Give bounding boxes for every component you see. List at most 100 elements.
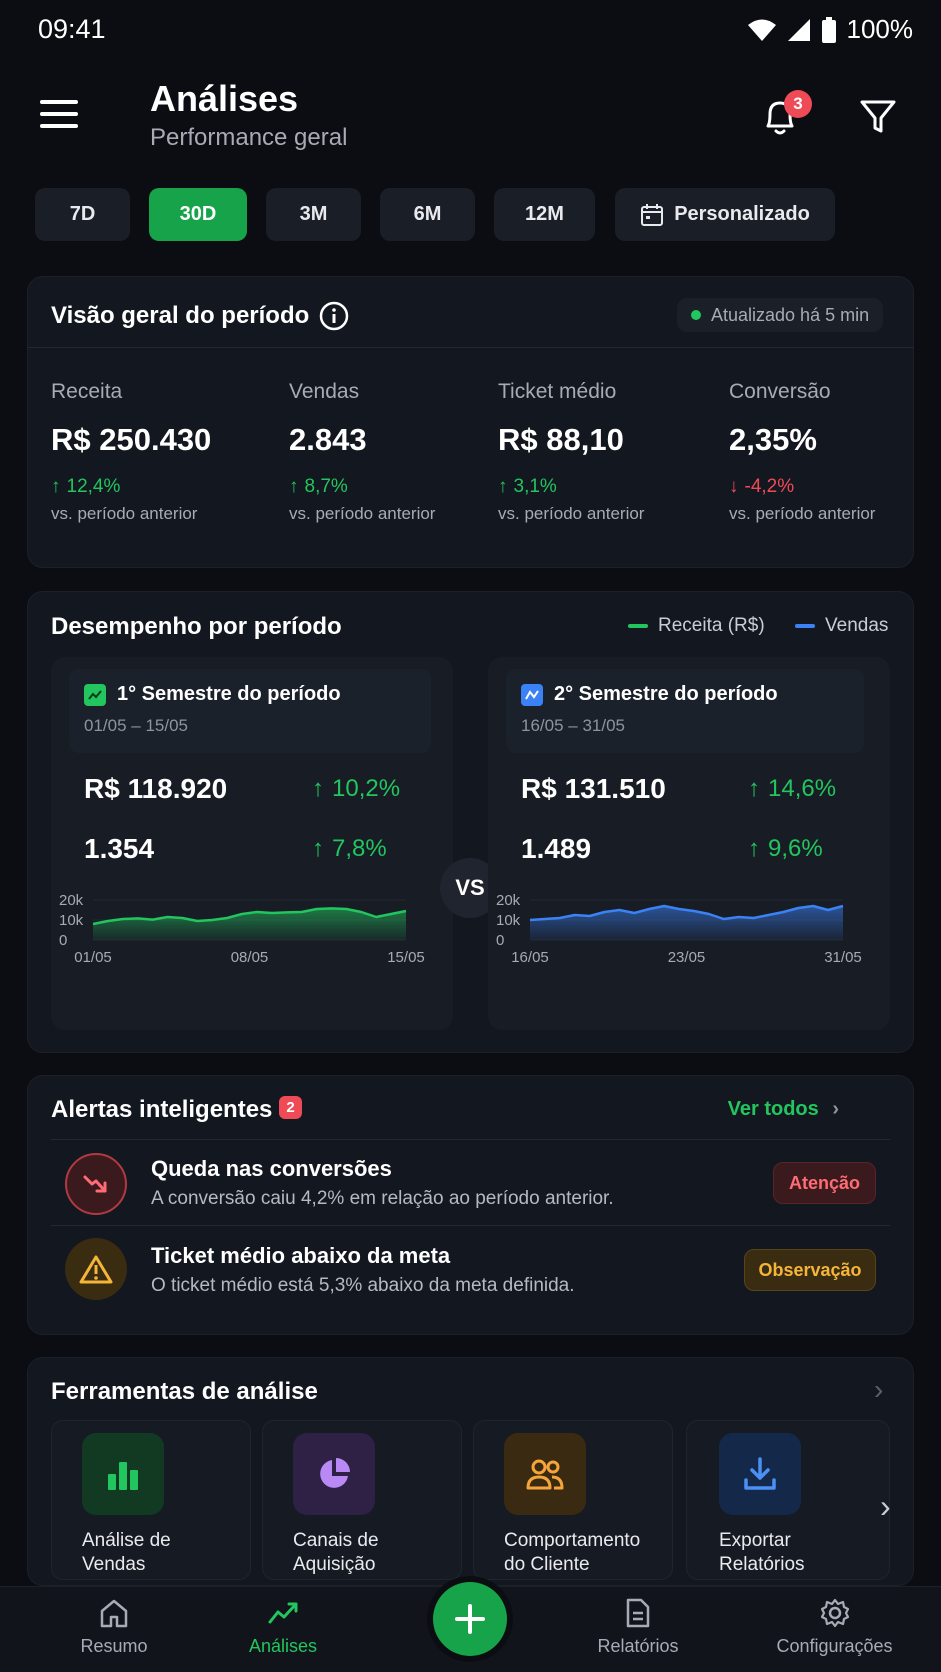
delta-value: 9,6% — [768, 835, 823, 862]
tool-sales-analysis[interactable]: Análise de Vendas — [51, 1420, 251, 1580]
y-tick-label: 0 — [59, 932, 67, 949]
metric-delta-value: 8,7% — [304, 476, 348, 497]
nav-label: Análises — [248, 1636, 318, 1656]
metric-delta: ↑ 12,4% — [51, 476, 211, 498]
notifications-button[interactable] — [760, 96, 802, 140]
first-half-revenue: R$ 118.920 — [84, 773, 228, 804]
x-tick-label: 15/05 — [387, 949, 425, 966]
chevron-right-icon: › — [832, 1098, 839, 1120]
nav-item-summary[interactable]: Resumo — [54, 1598, 174, 1657]
calendar-icon — [641, 203, 664, 226]
period-chip-3m[interactable]: 3M — [266, 188, 361, 241]
bar-chart-icon — [82, 1433, 164, 1515]
x-tick-label: 31/05 — [824, 949, 862, 966]
see-all-link[interactable]: Ver todos › — [728, 1098, 839, 1121]
metric-label: Conversão — [729, 380, 831, 403]
tool-label: Análise de Vendas — [82, 1530, 171, 1575]
series-area — [530, 906, 843, 940]
alert-tag-attention[interactable]: Atenção — [773, 1162, 876, 1204]
x-tick-label: 08/05 — [231, 949, 269, 966]
second-half-revenue-delta: ↑ 14,6% — [748, 775, 836, 803]
pie-chart-icon — [293, 1433, 375, 1515]
notification-badge: 3 — [784, 90, 812, 118]
filter-icon — [860, 100, 896, 133]
first-half-range: 01/05 – 15/05 — [84, 716, 188, 735]
nav-item-analytics[interactable]: Análises — [223, 1598, 343, 1657]
filter-button[interactable] — [858, 98, 900, 138]
y-tick-label: 20k — [59, 892, 84, 909]
arrow-down-icon: ↓ — [729, 476, 739, 497]
warning-icon — [65, 1238, 127, 1300]
period-chip-12m[interactable]: 12M — [494, 188, 595, 241]
period-chip-30d[interactable]: 30D — [149, 188, 247, 241]
tool-label: Comportamento do Cliente — [504, 1530, 641, 1575]
chevron-right-icon[interactable]: › — [880, 1488, 891, 1524]
x-tick-label: 16/05 — [511, 949, 549, 966]
period-chip-7d[interactable]: 7D — [35, 188, 130, 241]
tool-export-reports[interactable]: Exportar Relatórios — [686, 1420, 890, 1580]
metric-revenue: Receita R$ 250.430 ↑ 12,4% vs. período an… — [51, 380, 211, 524]
y-tick-label: 10k — [496, 912, 521, 929]
legend-swatch — [628, 624, 648, 628]
alerts-card — [27, 1075, 914, 1335]
period-chip-custom[interactable]: Personalizado — [615, 188, 835, 241]
alert-tag-observation[interactable]: Observação — [744, 1249, 876, 1291]
legend-swatch — [795, 624, 815, 628]
battery-icon — [821, 16, 836, 43]
nav-label: Resumo — [80, 1636, 148, 1656]
period-chip-6m[interactable]: 6M — [380, 188, 475, 241]
nav-item-reports[interactable]: Relatórios — [578, 1598, 698, 1657]
menu-button[interactable] — [40, 100, 78, 130]
second-half-revenue: R$ 131.510 — [521, 773, 666, 804]
overview-divider — [27, 347, 914, 348]
arrow-up-icon: ↑ — [289, 476, 299, 497]
metric-value: R$ 250.430 — [51, 422, 212, 457]
updated-text: Atualizado há 5 min — [711, 304, 870, 325]
plus-icon — [455, 1604, 485, 1634]
alerts-title: Alertas inteligentes — [51, 1096, 273, 1123]
tool-label: Exportar Relatórios — [719, 1530, 805, 1575]
tool-acquisition-channels[interactable]: Canais de Aquisição — [262, 1420, 462, 1580]
x-tick-label: 23/05 — [668, 949, 706, 966]
metric-compare: vs. período anterior — [498, 504, 645, 523]
alert-desc: A conversão caiu 4,2% em relação ao perí… — [151, 1188, 614, 1209]
gear-icon — [820, 1598, 849, 1628]
info-icon[interactable] — [318, 300, 350, 332]
legend-label: Vendas — [825, 615, 889, 636]
metric-avg-ticket: Ticket médio R$ 88,10 ↑ 3,1% vs. período … — [498, 380, 644, 524]
metric-label: Receita — [51, 380, 123, 403]
add-button[interactable] — [433, 1582, 507, 1656]
metric-sales: Vendas 2.843 ↑ 8,7% vs. período anterior — [289, 380, 435, 524]
metric-conversion: Conversão 2,35% ↓ -4,2% vs. período anter… — [729, 380, 875, 524]
metric-delta: ↑ 3,1% — [498, 476, 644, 498]
document-icon — [626, 1598, 650, 1628]
second-half-range: 16/05 – 31/05 — [521, 716, 625, 735]
delta-value: 7,8% — [332, 835, 387, 862]
metric-compare: vs. período anterior — [729, 504, 876, 523]
chevron-right-icon[interactable]: › — [874, 1374, 884, 1405]
updated-badge: Atualizado há 5 min — [677, 298, 884, 332]
x-tick-label: 01/05 — [74, 949, 112, 966]
menu-icon-bar — [40, 112, 78, 116]
alert-desc: O ticket médio está 5,3% abaixo da meta … — [151, 1275, 575, 1296]
chart-line-icon — [521, 684, 543, 706]
nav-item-settings[interactable]: Configurações — [767, 1598, 902, 1657]
first-half-revenue-delta: ↑ 10,2% — [312, 775, 400, 803]
see-all-label: Ver todos — [727, 1098, 819, 1120]
delta-value: 10,2% — [332, 775, 401, 802]
alert-title: Queda nas conversões — [151, 1156, 392, 1181]
status-time: 09:41 — [38, 14, 106, 44]
arrow-up-icon: ↑ — [312, 835, 324, 862]
metric-label: Vendas — [289, 380, 360, 403]
tool-customer-behavior[interactable]: Comportamento do Cliente — [473, 1420, 673, 1580]
nav-label: Relatórios — [597, 1636, 679, 1656]
alerts-divider — [51, 1139, 890, 1140]
y-tick-label: 0 — [496, 932, 504, 949]
metric-value: 2.843 — [289, 422, 367, 457]
legend-label: Receita (R$) — [658, 615, 765, 636]
signal-icon — [787, 18, 810, 41]
first-half-title: 1° Semestre do período — [117, 683, 341, 705]
metric-delta-value: 12,4% — [66, 476, 121, 497]
series-line — [92, 907, 407, 926]
alerts-row-divider — [51, 1225, 890, 1226]
